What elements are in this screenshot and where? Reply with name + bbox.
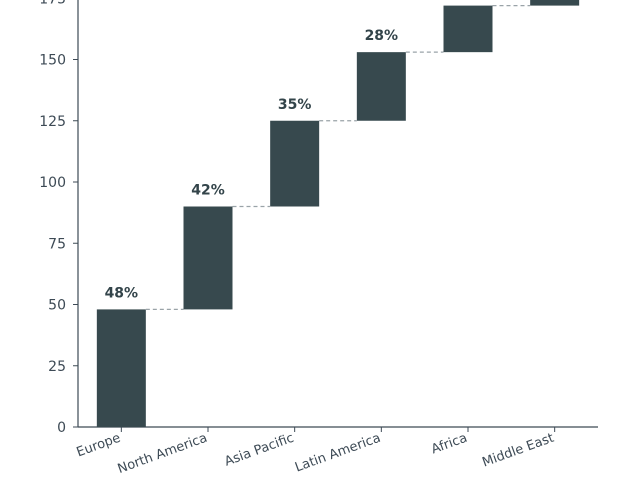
y-tick-label: 175 — [39, 0, 66, 7]
y-tick-label: 150 — [39, 53, 66, 69]
x-tick-label: Middle East — [480, 431, 556, 471]
x-tick-label: Asia Pacific — [223, 431, 296, 470]
y-tick-label: 25 — [48, 359, 66, 375]
data-label: 28% — [365, 28, 399, 44]
x-tick-label: North America — [116, 431, 210, 477]
y-tick-label: 125 — [39, 114, 66, 130]
data-label: 35% — [278, 97, 312, 113]
y-tick-label: 100 — [39, 175, 66, 191]
bar-middle-east — [530, 0, 580, 6]
y-tick-label: 0 — [57, 420, 66, 436]
x-tick-label: Latin America — [293, 431, 383, 476]
x-tick-label: Africa — [429, 431, 469, 458]
y-tick-label: 50 — [48, 298, 66, 314]
bar-latin-america — [356, 52, 406, 121]
x-tick-label: Europe — [75, 431, 123, 461]
bar-africa — [443, 5, 493, 53]
data-label: 42% — [191, 183, 225, 199]
data-label: 48% — [105, 285, 139, 301]
bar-europe — [96, 309, 146, 427]
bar-asia-pacific — [270, 120, 320, 207]
y-tick-label: 75 — [48, 236, 66, 252]
bar-north-america — [183, 206, 233, 310]
